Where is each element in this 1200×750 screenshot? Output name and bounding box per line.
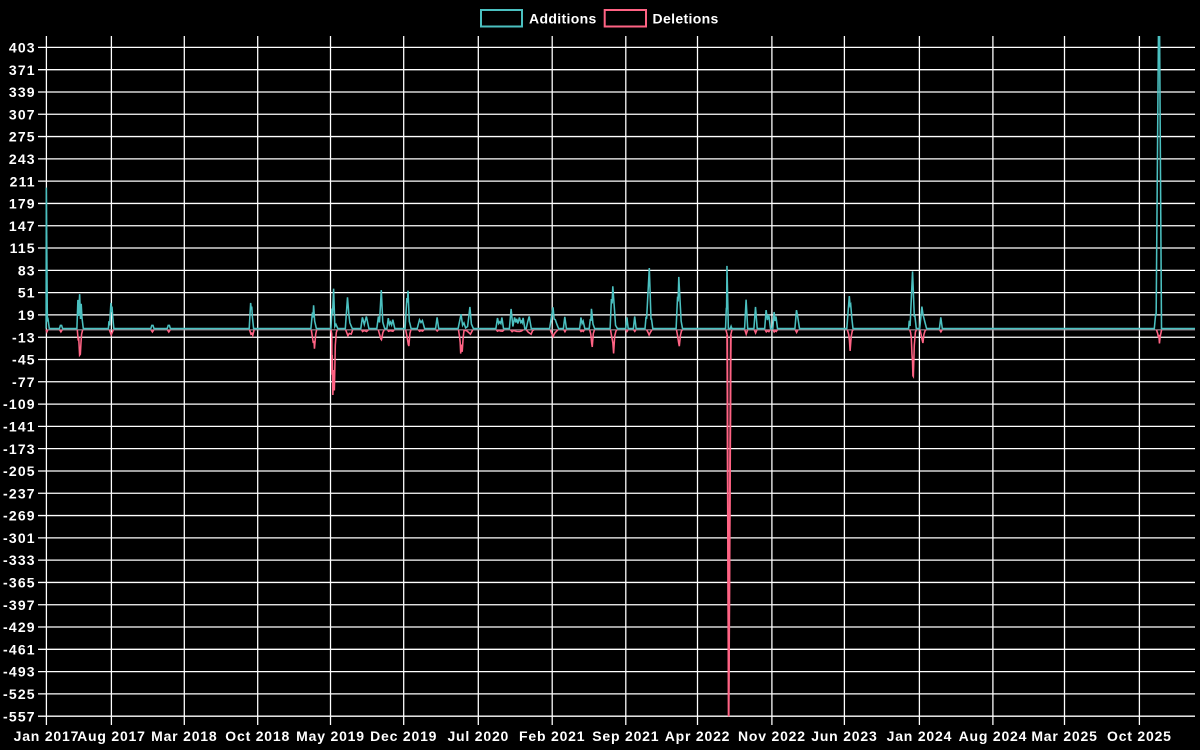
- svg-text:403: 403: [9, 40, 36, 56]
- svg-text:Mar 2018: Mar 2018: [151, 728, 217, 744]
- svg-text:-13: -13: [12, 329, 36, 345]
- svg-text:-45: -45: [12, 352, 36, 368]
- svg-text:179: 179: [9, 196, 36, 212]
- svg-text:Jan 2017: Jan 2017: [14, 728, 80, 744]
- svg-text:115: 115: [10, 240, 36, 256]
- svg-text:-109: -109: [3, 396, 36, 412]
- svg-text:Jan 2024: Jan 2024: [887, 728, 953, 744]
- svg-text:Oct 2025: Oct 2025: [1107, 728, 1172, 744]
- svg-text:Nov 2022: Nov 2022: [738, 728, 806, 744]
- svg-text:Mar 2025: Mar 2025: [1031, 728, 1097, 744]
- svg-text:-557: -557: [3, 708, 36, 724]
- svg-text:-269: -269: [3, 508, 36, 524]
- svg-text:275: 275: [9, 129, 36, 145]
- svg-text:-397: -397: [3, 597, 36, 613]
- svg-text:243: 243: [9, 151, 36, 167]
- svg-text:371: 371: [9, 62, 36, 78]
- svg-text:307: 307: [9, 106, 36, 122]
- svg-text:Dec 2019: Dec 2019: [370, 728, 437, 744]
- svg-text:-493: -493: [3, 664, 36, 680]
- svg-text:-461: -461: [3, 641, 36, 657]
- svg-text:51: 51: [18, 285, 36, 301]
- svg-text:-173: -173: [3, 441, 36, 457]
- svg-text:-525: -525: [3, 686, 36, 702]
- svg-text:Aug 2017: Aug 2017: [77, 728, 146, 744]
- svg-text:Oct 2018: Oct 2018: [225, 728, 290, 744]
- svg-text:Feb 2021: Feb 2021: [519, 728, 585, 744]
- svg-text:Apr 2022: Apr 2022: [665, 728, 731, 744]
- svg-text:19: 19: [18, 307, 36, 323]
- svg-text:-77: -77: [12, 374, 36, 390]
- svg-text:Jul 2020: Jul 2020: [447, 728, 509, 744]
- svg-text:Additions: Additions: [529, 11, 597, 27]
- svg-text:-205: -205: [3, 463, 36, 479]
- svg-text:339: 339: [9, 84, 36, 100]
- svg-text:Jun 2023: Jun 2023: [811, 728, 877, 744]
- svg-text:-141: -141: [3, 418, 36, 434]
- svg-text:83: 83: [18, 262, 36, 278]
- svg-text:147: 147: [9, 218, 36, 234]
- svg-text:-365: -365: [3, 575, 36, 591]
- svg-text:May 2019: May 2019: [296, 728, 365, 744]
- svg-text:Sep 2021: Sep 2021: [592, 728, 659, 744]
- svg-text:Deletions: Deletions: [653, 11, 719, 27]
- svg-text:211: 211: [10, 173, 36, 189]
- svg-text:-429: -429: [3, 619, 36, 635]
- svg-text:-301: -301: [3, 530, 36, 546]
- svg-text:-237: -237: [3, 485, 36, 501]
- svg-text:-333: -333: [3, 552, 36, 568]
- svg-text:Aug 2024: Aug 2024: [959, 728, 1028, 744]
